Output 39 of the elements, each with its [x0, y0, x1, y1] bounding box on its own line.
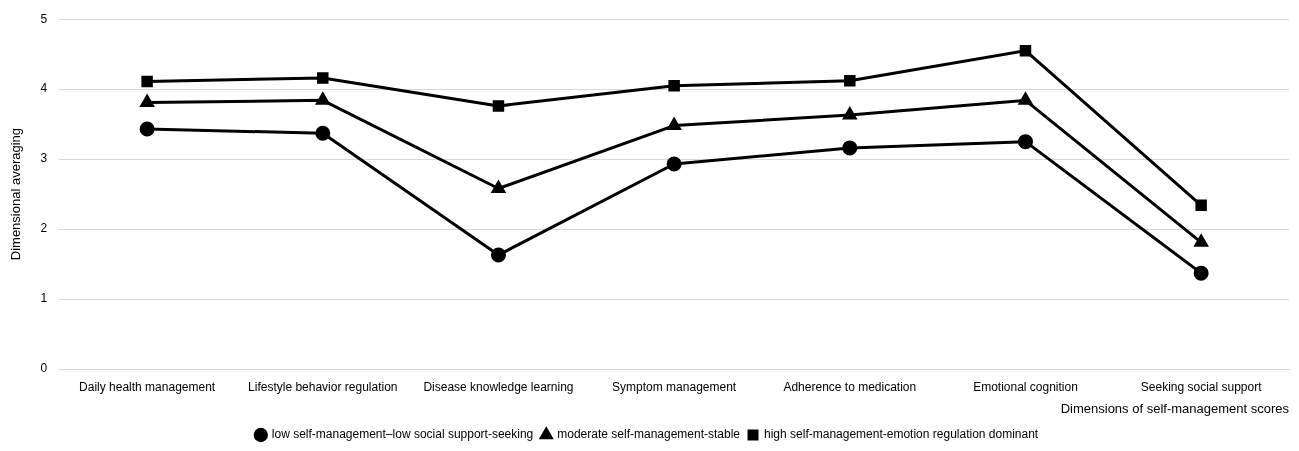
point	[844, 75, 856, 87]
legend-label: low self-management–low social support-seeking	[271, 427, 534, 442]
y-tick-label: 5	[40, 11, 48, 26]
point	[491, 181, 506, 193]
point	[1019, 44, 1032, 57]
y-tick-label: 4	[40, 81, 48, 96]
y-tick-label: 0	[40, 361, 48, 376]
y-tick-label: 2	[40, 221, 48, 236]
x-tick-label: Adherence to medication	[783, 379, 917, 394]
point	[843, 107, 857, 120]
point	[315, 125, 331, 141]
legend-label: moderate self-management-stable	[557, 427, 741, 442]
y-tick-label: 1	[40, 291, 48, 306]
point	[490, 247, 506, 263]
point	[317, 72, 329, 84]
x-tick-label: Symptom management	[612, 379, 737, 394]
point	[1193, 265, 1209, 281]
point	[666, 156, 682, 172]
point	[667, 118, 681, 131]
point	[1194, 234, 1208, 247]
point	[139, 121, 155, 137]
y-tick-label: 3	[40, 151, 48, 166]
point	[842, 140, 858, 156]
x-tick-label: Seeking social support	[1140, 379, 1263, 394]
y-axis-title: Dimensional averaging	[8, 127, 24, 261]
point	[1195, 199, 1207, 212]
x-tick-label: Disease knowledge learning	[423, 379, 574, 394]
point	[668, 79, 680, 92]
x-axis-title: Dimensions of self-management scores	[1060, 400, 1290, 416]
point	[140, 94, 154, 107]
point	[1018, 92, 1033, 105]
x-tick-label: Lifestyle behavior regulation	[248, 379, 398, 394]
point	[141, 75, 153, 88]
legend-label: high self-management-emotion regulation dominant	[764, 427, 1039, 442]
x-tick-label: Emotional cognition	[973, 379, 1078, 394]
point	[316, 92, 330, 105]
point	[492, 100, 505, 112]
x-tick-label: Daily health management	[79, 379, 216, 394]
point	[1017, 134, 1033, 150]
